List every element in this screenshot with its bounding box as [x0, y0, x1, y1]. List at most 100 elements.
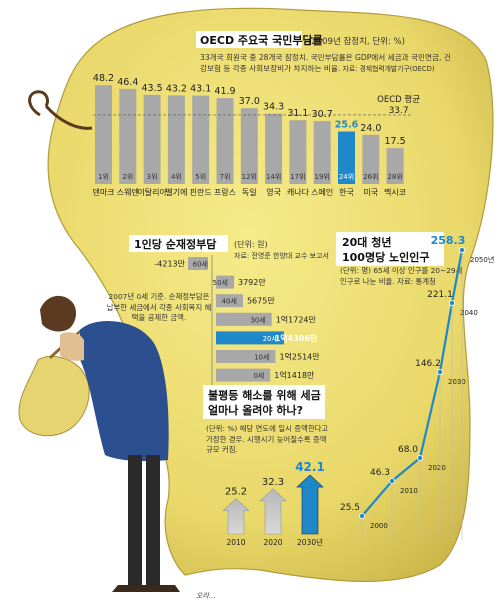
chart1-title: OECD 주요국 국민부담률	[200, 33, 323, 47]
chart3-category-label: 2020	[263, 538, 282, 547]
chart1-rank-label: 2위	[122, 173, 133, 181]
chart4-x-label: 2030	[448, 378, 466, 386]
chart2-category-label: 10세	[254, 353, 269, 362]
chart4-value-label: 68.0	[398, 445, 418, 455]
chart4-value-label: 146.2	[415, 359, 441, 369]
chart1-average-value: 33.7	[389, 106, 409, 116]
chart2-note: 2007년 0세 기준. 순재정부담은 납부한 세금에서 각종 사회복지 혜택을…	[106, 292, 212, 322]
chart3-title-box	[203, 385, 325, 419]
chart2-bar	[187, 257, 208, 270]
chart2-value-label: 1억1418만	[274, 370, 315, 380]
chart2-title-box	[129, 235, 228, 252]
chart2-bar	[216, 331, 284, 345]
chart2-value-label: 3792만	[238, 278, 266, 287]
chart1-rank-label: 12위	[242, 173, 257, 181]
chart4-point	[436, 368, 443, 375]
chart-tax-increase: 불평등 해소를 위해 세금 얼마나 올려야 하나? (단위: %) 해당 연도에…	[203, 385, 329, 547]
chart1-rank-label: 5위	[195, 173, 206, 181]
chart4-value-label: 25.5	[340, 503, 360, 513]
chart1-value-label: 46.4	[117, 77, 138, 88]
chart1-value-label: 43.5	[142, 83, 163, 94]
chart2-category-label: 60세	[193, 260, 208, 269]
chart3-category-label: 2030년	[297, 537, 323, 547]
chart1-value-label: 31.1	[287, 108, 308, 119]
chart2-category-label: 50세	[213, 278, 228, 287]
chart4-point	[388, 477, 395, 484]
chart1-source: 자료: 경제협력개발기구(OECD)	[342, 65, 435, 73]
chart1-rank-label: 7위	[220, 173, 231, 181]
chart1-title-box	[196, 31, 302, 48]
chart3-value-label: 42.1	[295, 460, 325, 474]
chart1-value-label: 25.6	[335, 120, 359, 131]
chart3-subtitle: (단위: %) 해당 연도에 일시 증액한다고 가정한 경우. 시행시기 늦어질…	[206, 424, 329, 454]
chart1-description: 33개국 회원국 중 28개국 잠정치. 국민부담률은 GDP에서 세금과 국민…	[200, 53, 451, 73]
chart1-category-label: 영국	[266, 187, 281, 197]
chart1-rank-label: 19위	[315, 173, 330, 181]
chart2-source: 자료: 전영준 한양대 교수 보고서	[234, 251, 329, 260]
chart1-bar	[95, 85, 112, 184]
chart2-bar	[216, 350, 276, 363]
chart4-point	[458, 246, 465, 253]
chart-elderly-per-youth: 20대 청년 100명당 노인인구 (단위: 명) 65세 이상 인구를 20~…	[336, 232, 494, 540]
chart2-value-label: -4213만	[154, 260, 185, 269]
chart3-title-line1: 불평등 해소를 위해 세금	[208, 388, 321, 402]
chart3-arrow-bar	[222, 498, 250, 535]
chart1-category-label: 미국	[363, 188, 378, 197]
chart1-value-label: 41.9	[214, 86, 235, 97]
chart4-source: 자료: 통계청	[397, 276, 436, 286]
chart3-value-label: 25.2	[225, 487, 247, 498]
chart2-category-label: 30세	[250, 315, 265, 324]
chart4-value-label: 221.1	[427, 290, 453, 300]
chart-oecd-tax-burden: OECD 주요국 국민부담률 (2009년 잠정치, 단위: %) 33개국 회…	[92, 31, 451, 197]
chart2-title: 1인당 순재정부담	[134, 237, 216, 251]
chart3-category-label: 2010	[226, 538, 245, 547]
chart3-subtitle-wrap: (단위: %) 해당 연도에 일시 증액한다고 가정한 경우. 시행시기 늦어질…	[206, 424, 329, 454]
chart1-bar	[338, 131, 355, 184]
man-illustration	[40, 295, 180, 592]
chart1-value-label: 43.1	[190, 84, 211, 95]
chart1-bar	[240, 108, 258, 184]
chart1-category-label: 캐나다	[287, 188, 310, 197]
chart4-x-label: 2000	[370, 522, 388, 530]
hook-icon	[28, 90, 93, 130]
chart3-arrow-bar	[259, 488, 287, 535]
chart1-bar	[362, 134, 380, 184]
chart1-subtitle: (2009년 잠정치, 단위: %)	[308, 36, 405, 47]
chart1-category-label: 벨기에	[165, 187, 187, 197]
chart4-x-label: 2020	[428, 464, 446, 472]
chart4-subtitle: (단위: 명) 65세 이상 인구를 20~29세 인구로 나눈 비율.	[340, 266, 463, 286]
chart4-subtitle-wrap: (단위: 명) 65세 이상 인구를 20~29세 인구로 나눈 비율. 자료:…	[340, 266, 463, 286]
chart1-category-label: 덴마크	[92, 188, 114, 197]
chart1-category-label: 핀란드	[190, 187, 212, 197]
chart-net-fiscal-burden: 1인당 순재정부담 (단위: 원) 자료: 전영준 한양대 교수 보고서 200…	[106, 235, 329, 388]
chart2-category-label: 0세	[253, 371, 264, 380]
chart2-subtitle: (단위: 원)	[234, 239, 268, 249]
chart1-bar	[289, 120, 307, 184]
chart4-title-line1: 20대 청년	[342, 235, 392, 249]
chart4-title-box	[336, 232, 444, 266]
chart4-point	[416, 454, 423, 461]
chart1-bar	[143, 94, 161, 184]
chart1-rank-label: 24위	[339, 173, 354, 181]
chart1-value-label: 30.7	[312, 109, 333, 120]
chart1-rank-label: 28위	[387, 173, 402, 181]
chart1-rank-label: 17위	[290, 173, 305, 181]
chart1-category-label: 스웨덴	[117, 187, 139, 197]
chart1-category-label: 한국	[339, 188, 354, 197]
chart1-bar	[265, 113, 283, 184]
chart3-arrow-bar	[296, 474, 324, 535]
chart1-rank-label: 14위	[266, 173, 281, 181]
chart1-category-label: 독일	[242, 188, 257, 197]
artist-signature: 오라...	[196, 592, 216, 600]
chart1-bar	[119, 88, 137, 184]
chart1-value-label: 17.5	[385, 136, 406, 147]
chart1-value-label: 43.2	[166, 83, 187, 94]
chart1-bar	[313, 121, 331, 184]
chart1-value-label: 34.3	[263, 102, 284, 113]
chart4-title-line2: 100명당 노인인구	[342, 250, 430, 264]
chart1-rank-label: 1위	[98, 173, 109, 181]
chart3-value-label: 32.3	[262, 477, 284, 488]
small-bag-illustration	[18, 355, 90, 437]
chart4-x-label: 2010	[400, 487, 418, 495]
chart2-bar	[216, 368, 271, 382]
